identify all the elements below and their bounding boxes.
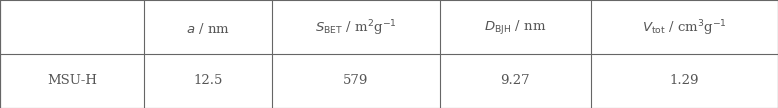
Text: 12.5: 12.5	[194, 75, 223, 87]
Text: $\mathit{D}_{\mathrm{BJH}}$ / nm: $\mathit{D}_{\mathrm{BJH}}$ / nm	[484, 19, 547, 37]
Text: 1.29: 1.29	[670, 75, 699, 87]
Text: $\mathit{a}$ / nm: $\mathit{a}$ / nm	[186, 21, 230, 36]
Text: $\mathit{V}_{\mathrm{tot}}$ / cm$^{3}$g$^{-1}$: $\mathit{V}_{\mathrm{tot}}$ / cm$^{3}$g$…	[642, 18, 727, 38]
Text: 9.27: 9.27	[500, 75, 531, 87]
Text: 579: 579	[343, 75, 369, 87]
Text: $\mathit{S}_{\mathrm{BET}}$ / m$^{2}$g$^{-1}$: $\mathit{S}_{\mathrm{BET}}$ / m$^{2}$g$^…	[315, 18, 397, 38]
Text: MSU-H: MSU-H	[47, 75, 97, 87]
